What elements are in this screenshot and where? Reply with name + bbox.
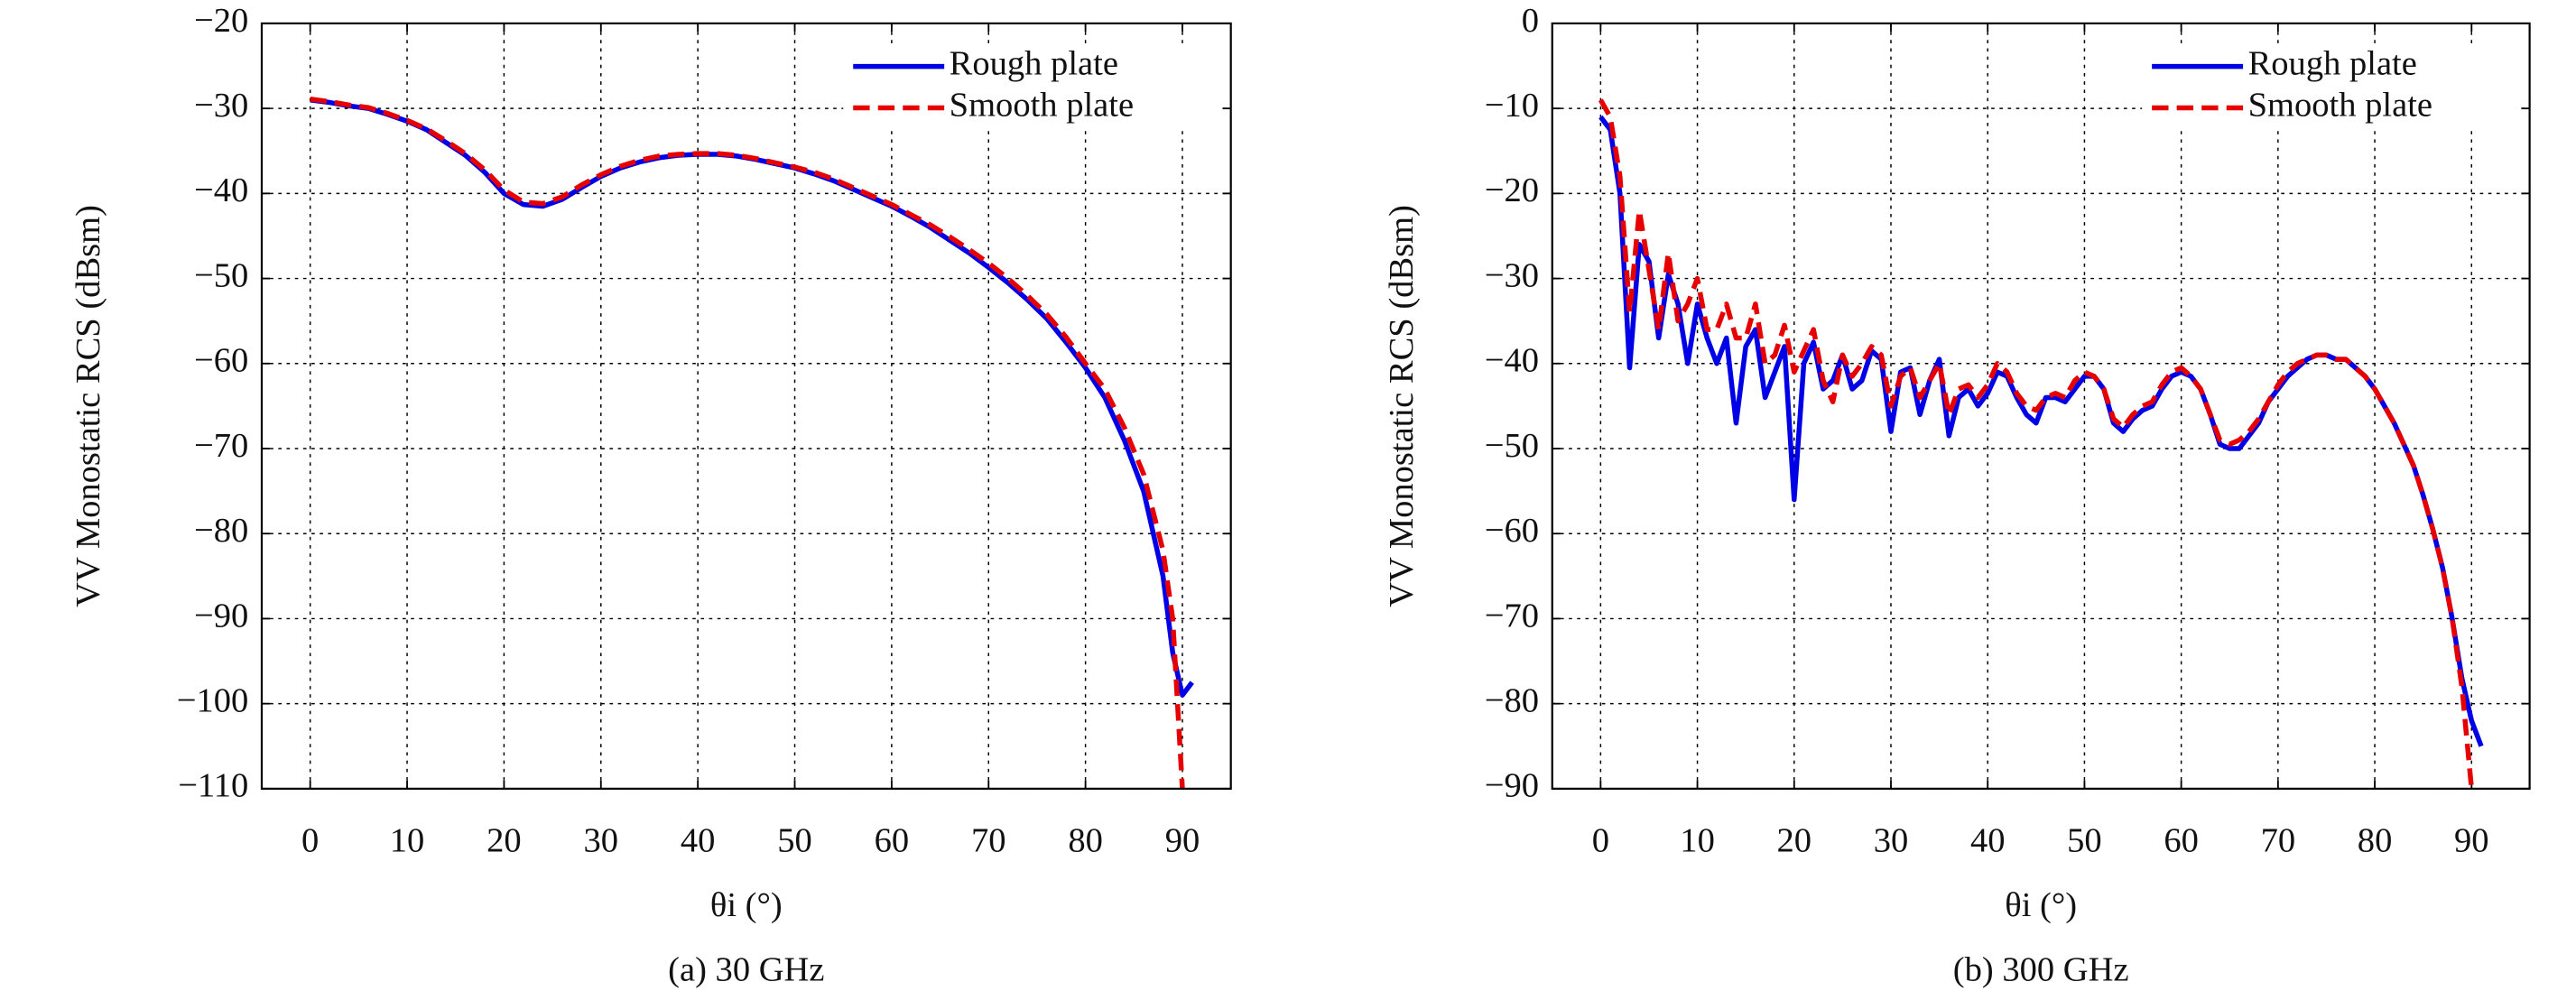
- y-tick-label: −20: [194, 2, 248, 40]
- x-tick-label: 0: [1592, 821, 1609, 859]
- y-tick-label: −40: [1485, 342, 1539, 380]
- legend-label: Rough plate: [950, 44, 1118, 82]
- y-tick-label: −110: [178, 767, 248, 805]
- y-tick-label: −80: [194, 512, 248, 550]
- y-tick-label: −80: [1485, 681, 1539, 719]
- lines: [310, 97, 1194, 789]
- y-tick-label: −70: [1485, 597, 1539, 634]
- y-tick-label: −30: [194, 87, 248, 125]
- y-tick-label: −30: [1485, 256, 1539, 294]
- y-tick-label: −60: [1485, 512, 1539, 550]
- y-axis-label: VV Monostatic RCS (dBsm): [69, 205, 107, 607]
- x-tick-label: 30: [1874, 821, 1909, 859]
- x-tick-label: 90: [2454, 821, 2489, 859]
- x-tick-label: 30: [584, 821, 619, 859]
- series-line: [1598, 115, 2484, 747]
- x-tick-label: 60: [875, 821, 910, 859]
- legend-box: [2142, 42, 2516, 130]
- x-tick-label: 70: [2261, 821, 2296, 859]
- legend-label: Smooth plate: [2248, 86, 2432, 124]
- x-tick-label: 90: [1165, 821, 1200, 859]
- y-tick-label: −50: [1485, 427, 1539, 465]
- x-axis-label: θi (°): [2005, 886, 2077, 924]
- x-tick-label: 20: [1777, 821, 1812, 859]
- x-tick-label: 80: [1068, 821, 1103, 859]
- x-tick-label: 20: [486, 821, 522, 859]
- series-line: [310, 97, 1185, 789]
- x-tick-label: 60: [2164, 821, 2199, 859]
- y-tick-label: −20: [1485, 171, 1539, 209]
- y-tick-label: −90: [194, 597, 248, 634]
- x-tick-label: 50: [2067, 821, 2102, 859]
- caption: (b) 300 GHz: [1953, 950, 2129, 988]
- y-axis-label: VV Monostatic RCS (dBsm): [1383, 205, 1421, 607]
- x-tick-label: 80: [2358, 821, 2393, 859]
- x-tick-label: 50: [777, 821, 812, 859]
- x-tick-label: 40: [1970, 821, 2006, 859]
- y-tick-label: −50: [194, 256, 248, 294]
- y-tick-label: −40: [194, 171, 248, 209]
- plot: −110 −100 −90 −80 −70 −60 −50 −40 −30 −20 0 10 20 30 4…: [69, 2, 1232, 988]
- y-tick-label: −60: [194, 342, 248, 380]
- y-tick-label: −100: [177, 681, 249, 719]
- legend-box: [843, 42, 1218, 130]
- x-tick-label: 40: [681, 821, 716, 859]
- series-line: [1598, 98, 2475, 789]
- lines: [1598, 98, 2484, 789]
- y-tick-label: −90: [1485, 767, 1539, 805]
- x-tick-label: 70: [971, 821, 1006, 859]
- x-tick-label: 10: [1680, 821, 1715, 859]
- series-line: [310, 97, 1194, 698]
- y-tick-label: 0: [1522, 2, 1539, 40]
- x-tick-label: 10: [390, 821, 425, 859]
- y-tick-label: −70: [194, 427, 248, 465]
- plot-frame: [260, 22, 1232, 790]
- caption: (a) 30 GHz: [668, 950, 824, 988]
- legend-label: Smooth plate: [950, 86, 1134, 124]
- plot-frame: [1551, 22, 2531, 790]
- y-tick-label: −10: [1485, 87, 1539, 125]
- x-axis-label: θi (°): [710, 886, 783, 924]
- plot: −90 −80 −70 −60 −50 −40 −30 −20 −10 0 0 10 20 30 40 50 6…: [1383, 2, 2531, 988]
- legend-label: Rough plate: [2248, 44, 2417, 82]
- x-tick-label: 0: [301, 821, 319, 859]
